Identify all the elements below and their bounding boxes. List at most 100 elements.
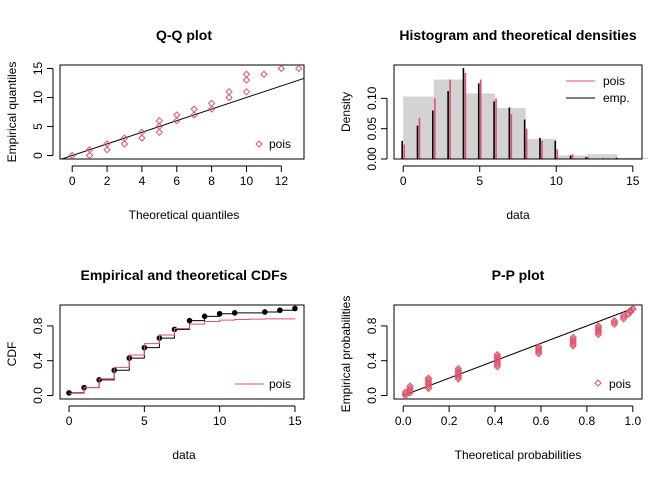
qq-x-tick-label: 8: [208, 174, 215, 188]
pp-plot-title: P-P plot: [492, 267, 545, 283]
pp-point: [454, 364, 463, 373]
histogram-panel: Histogram and theoretical densities data…: [339, 27, 649, 222]
empirical-cdf-point: [277, 307, 283, 314]
cdf-y-tick-label: 0.4: [31, 352, 45, 369]
pp-plot-panel: P-P plot Theoretical probabilities Empir…: [339, 267, 643, 462]
qq-point: [103, 146, 111, 154]
qq-point: [242, 70, 251, 78]
theoretical-cdf-step: [69, 318, 296, 394]
cdf-title: Empirical and theoretical CDFs: [81, 267, 288, 283]
pp-point: [594, 322, 603, 330]
qq-x-tick-label: 12: [275, 174, 289, 188]
histogram-y-tick-label: 0.05: [365, 117, 379, 141]
qq-point: [173, 111, 181, 119]
histogram-bar: [433, 79, 465, 159]
pp-point: [626, 306, 635, 314]
pp-point: [629, 305, 637, 314]
histogram-x-tick-label: 15: [626, 174, 640, 188]
empirical-cdf-point: [231, 310, 238, 316]
cdf-legend-label: pois: [269, 377, 291, 391]
qq-plot-panel: Q-Q plot Theoretical quantiles Empirical…: [5, 27, 305, 222]
histogram-plot-frame: [393, 64, 643, 160]
histogram-bar: [617, 157, 649, 159]
histogram-y-axis-label: Density: [339, 92, 353, 132]
pp-point: [493, 350, 502, 359]
pp-point: [610, 316, 619, 325]
qq-legend-label: pois: [269, 137, 291, 151]
empirical-cdf-step: [69, 308, 296, 394]
histogram-legend-label-emp: emp.: [603, 91, 630, 105]
qq-point: [68, 151, 76, 160]
qq-point: [173, 116, 181, 125]
empirical-cdf-point: [292, 305, 298, 312]
qq-point: [138, 134, 146, 142]
qq-point: [120, 134, 129, 142]
cdf-y-tick-label: 0.0: [31, 387, 45, 404]
histogram-y-tick-label: 0.10: [365, 86, 379, 110]
histogram-x-axis-label: data: [506, 208, 530, 222]
empirical-cdf-point: [186, 317, 193, 324]
qq-y-tick-label: 15: [31, 61, 45, 75]
qq-point: [138, 128, 146, 137]
qq-point: [85, 151, 94, 160]
qq-point: [242, 76, 251, 84]
pp-point: [406, 382, 414, 390]
qq-point: [155, 116, 164, 125]
qq-point: [277, 64, 286, 73]
histogram-bar: [495, 108, 526, 159]
cdf-x-tick-label: 10: [213, 414, 227, 428]
qq-legend-symbol: [255, 140, 263, 148]
qq-plot-frame: [59, 64, 305, 160]
qq-point: [207, 105, 216, 113]
pp-x-axis-label: Theoretical probabilities: [455, 448, 582, 462]
pp-point: [624, 309, 632, 317]
qq-x-axis-label: Theoretical quantiles: [129, 208, 240, 222]
histogram-legend-label-pois: pois: [603, 74, 625, 88]
qq-point: [225, 87, 233, 96]
qq-y-axis-label: Empirical quantiles: [5, 62, 19, 163]
qq-point: [295, 64, 303, 73]
qq-point: [103, 140, 111, 148]
pp-plot-frame: [393, 304, 643, 400]
cdf-x-tick-label: 5: [141, 414, 148, 428]
qq-point: [260, 70, 268, 78]
qq-reference-line: [60, 77, 304, 159]
qq-point: [155, 122, 164, 131]
qq-point: [242, 87, 251, 96]
pp-x-tick-label: 0.0: [395, 414, 412, 428]
qq-point: [155, 128, 164, 137]
histogram-bar: [556, 155, 587, 159]
histogram-x-tick-label: 0: [400, 174, 407, 188]
empirical-cdf-point: [216, 310, 223, 317]
histogram-bar: [586, 154, 618, 159]
cdf-x-axis-label: data: [172, 448, 196, 462]
qq-plot-title: Q-Q plot: [156, 27, 212, 43]
histogram-bar: [525, 138, 557, 159]
histogram-bar: [464, 93, 496, 159]
cdf-y-axis-label: CDF: [5, 342, 19, 367]
pp-x-tick-label: 0.8: [579, 414, 596, 428]
histogram-y-tick-label: 0.00: [365, 147, 379, 171]
qq-point: [120, 140, 129, 148]
qq-point: [225, 93, 233, 102]
pp-point: [629, 304, 637, 313]
qq-y-tick-label: 10: [31, 90, 45, 104]
cdf-panel: Empirical and theoretical CDFs data CDF …: [5, 267, 305, 462]
qq-point: [207, 99, 216, 108]
pp-x-tick-label: 0.4: [487, 414, 504, 428]
qq-point: [190, 105, 198, 113]
cdf-x-tick-label: 15: [288, 414, 302, 428]
qq-x-tick-label: 6: [173, 174, 180, 188]
pp-reference-line: [403, 308, 633, 396]
pp-x-tick-label: 1.0: [624, 414, 641, 428]
histogram-x-tick-label: 10: [550, 174, 564, 188]
histogram-bar: [403, 96, 434, 159]
cdf-y-tick-label: 0.8: [31, 317, 45, 334]
pp-point: [569, 333, 577, 341]
pp-y-tick-label: 0.0: [365, 387, 379, 404]
qq-x-tick-label: 10: [240, 174, 254, 188]
qq-x-tick-label: 0: [69, 174, 76, 188]
cdf-plot-frame: [59, 304, 305, 400]
pp-x-tick-label: 0.6: [533, 414, 550, 428]
